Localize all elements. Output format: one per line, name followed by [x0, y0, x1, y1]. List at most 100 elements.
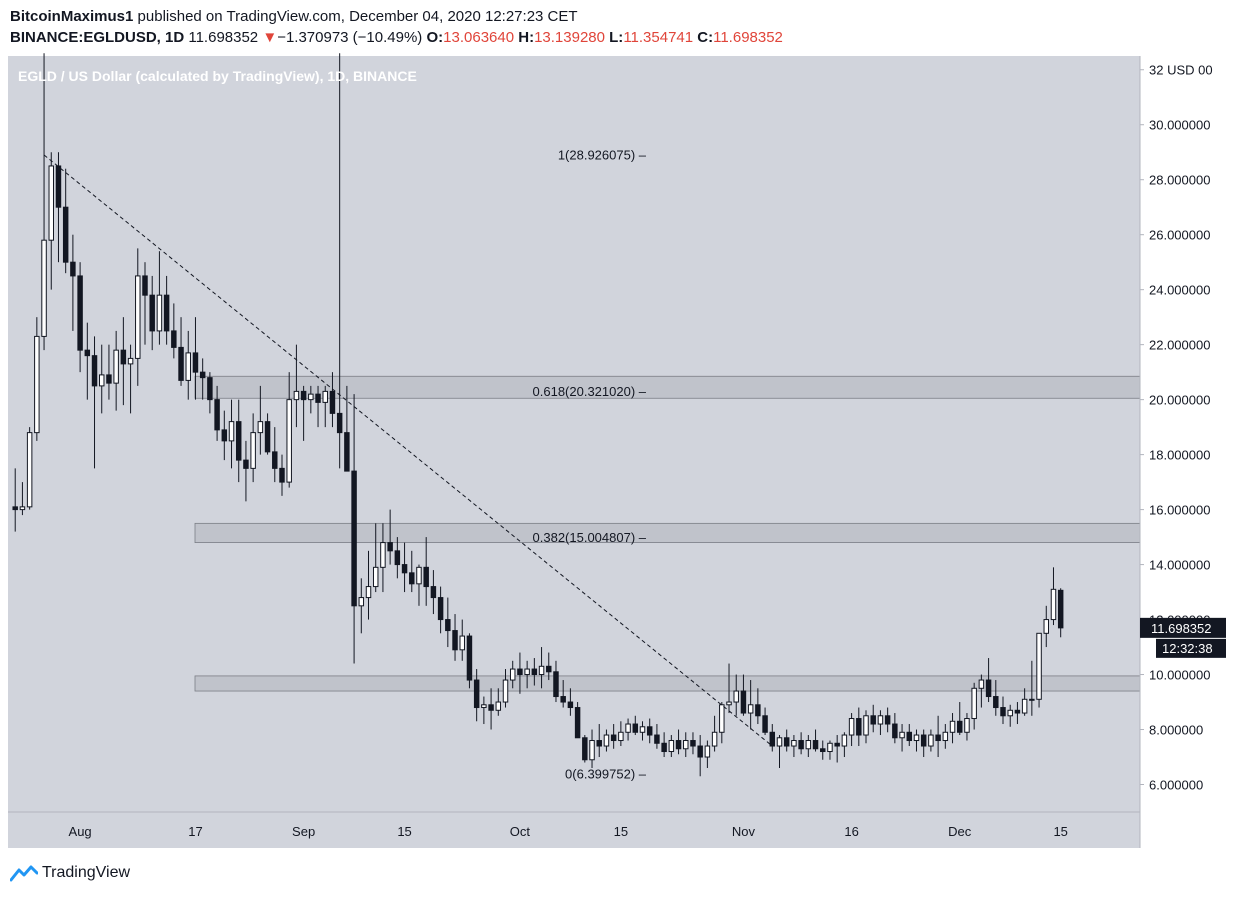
candle[interactable]	[993, 680, 999, 716]
candle[interactable]	[920, 729, 927, 758]
candle[interactable]	[1021, 688, 1028, 716]
candle[interactable]	[603, 729, 610, 752]
candle[interactable]	[524, 660, 530, 689]
candle[interactable]	[863, 710, 869, 744]
candle[interactable]	[812, 729, 819, 752]
candle[interactable]	[214, 385, 220, 441]
candle[interactable]	[776, 735, 783, 769]
candle[interactable]	[401, 542, 408, 593]
candle[interactable]	[884, 707, 891, 733]
candle[interactable]	[279, 454, 285, 496]
candle[interactable]	[228, 399, 235, 469]
candle[interactable]	[452, 614, 458, 661]
candle[interactable]	[156, 251, 163, 345]
candle[interactable]	[473, 669, 480, 722]
sr-zone[interactable]	[194, 675, 1141, 692]
candle[interactable]	[632, 715, 639, 736]
candle[interactable]	[769, 724, 776, 752]
candle[interactable]	[70, 234, 76, 331]
candle[interactable]	[1043, 605, 1050, 648]
trendline[interactable]	[43, 154, 773, 747]
candle[interactable]	[704, 740, 711, 769]
candle[interactable]	[957, 702, 963, 736]
candle[interactable]	[805, 735, 812, 758]
candle[interactable]	[964, 713, 970, 741]
candle[interactable]	[646, 718, 653, 744]
candle[interactable]	[293, 344, 300, 428]
candle[interactable]	[185, 330, 191, 400]
candle[interactable]	[783, 729, 790, 752]
candle[interactable]	[192, 317, 199, 400]
candle[interactable]	[733, 674, 739, 716]
candle[interactable]	[502, 669, 509, 708]
candle[interactable]	[574, 702, 581, 739]
candle[interactable]	[466, 633, 473, 689]
candle[interactable]	[243, 440, 249, 502]
candle[interactable]	[26, 427, 33, 510]
candle[interactable]	[675, 729, 682, 755]
candle[interactable]	[365, 550, 372, 620]
candle[interactable]	[618, 721, 624, 747]
candle[interactable]	[560, 680, 566, 708]
candle[interactable]	[791, 735, 797, 758]
candle[interactable]	[264, 413, 271, 455]
candle[interactable]	[538, 647, 545, 689]
candle[interactable]	[1007, 704, 1013, 727]
candle[interactable]	[163, 275, 170, 345]
candle[interactable]	[509, 660, 516, 689]
candle[interactable]	[899, 724, 905, 752]
candle[interactable]	[892, 713, 898, 744]
candle[interactable]	[661, 732, 667, 758]
candle[interactable]	[654, 724, 660, 749]
candle[interactable]	[142, 262, 148, 345]
candle[interactable]	[755, 688, 761, 725]
footer-brand[interactable]: TradingView	[42, 864, 131, 881]
candle[interactable]	[942, 724, 949, 749]
candle[interactable]	[1014, 702, 1021, 725]
candle[interactable]	[639, 721, 646, 741]
candle[interactable]	[12, 468, 18, 532]
candle[interactable]	[848, 713, 855, 747]
candle[interactable]	[1000, 696, 1006, 725]
candle[interactable]	[1057, 588, 1064, 638]
candle[interactable]	[344, 385, 350, 472]
candle[interactable]	[387, 509, 393, 565]
candle[interactable]	[834, 735, 840, 763]
candle[interactable]	[300, 385, 307, 441]
candle[interactable]	[668, 735, 675, 758]
candle[interactable]	[517, 652, 523, 694]
candle[interactable]	[928, 729, 934, 752]
candle[interactable]	[877, 710, 884, 736]
candle[interactable]	[113, 330, 119, 411]
author-name[interactable]: BitcoinMaximus1	[10, 8, 134, 25]
candle[interactable]	[358, 578, 365, 634]
candle[interactable]	[596, 724, 602, 758]
candle[interactable]	[740, 674, 747, 716]
candle[interactable]	[207, 372, 213, 414]
candle[interactable]	[1029, 660, 1035, 716]
candle[interactable]	[221, 410, 228, 461]
candle[interactable]	[978, 674, 985, 708]
candle[interactable]	[34, 317, 40, 441]
candle[interactable]	[48, 152, 54, 290]
candle[interactable]	[308, 385, 314, 414]
candle[interactable]	[437, 586, 444, 634]
candle[interactable]	[430, 570, 437, 615]
candle[interactable]	[913, 729, 920, 752]
candle[interactable]	[91, 336, 98, 469]
candle[interactable]	[589, 729, 595, 769]
candle[interactable]	[120, 317, 127, 406]
candle[interactable]	[856, 707, 862, 747]
candle[interactable]	[625, 718, 631, 741]
candle[interactable]	[77, 262, 83, 373]
candle[interactable]	[495, 688, 502, 716]
candle[interactable]	[272, 427, 278, 483]
candle[interactable]	[567, 688, 574, 716]
candle[interactable]	[235, 399, 242, 483]
candle[interactable]	[351, 394, 357, 664]
candle[interactable]	[329, 372, 336, 428]
candle[interactable]	[827, 740, 833, 760]
candle[interactable]	[423, 537, 429, 606]
candle[interactable]	[149, 275, 155, 351]
